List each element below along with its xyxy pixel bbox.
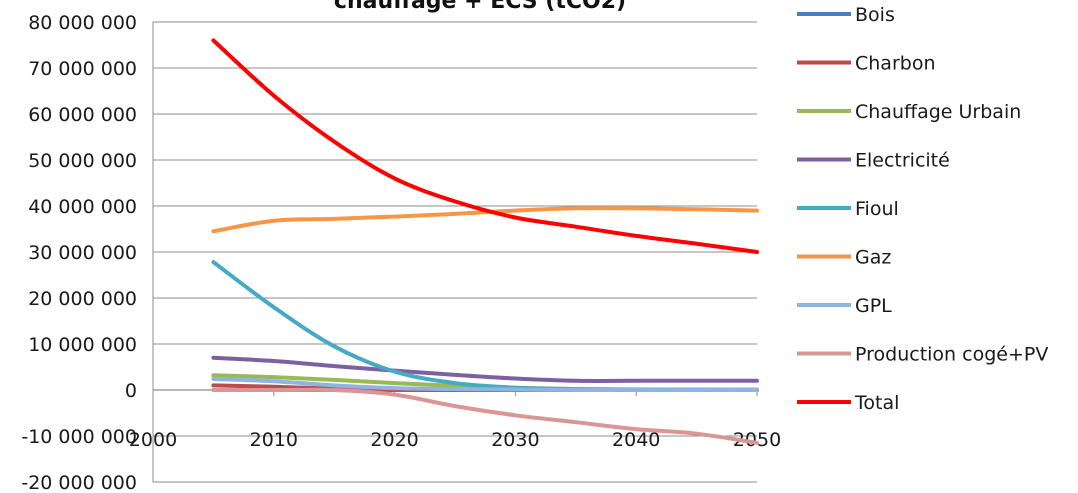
legend-label-total: Total <box>854 392 899 414</box>
y-tick-label: 10 000 000 <box>28 334 137 356</box>
x-tick-label: 2050 <box>733 429 781 451</box>
legend: Bois Charbon Chauffage Urbain Electricité Fi… <box>797 4 1048 414</box>
y-tick-label: -20 000 000 <box>21 472 137 493</box>
legend-label-bois: Bois <box>855 4 895 26</box>
series-line-fioul <box>211 260 759 392</box>
gridlines <box>152 21 758 483</box>
legend-label-fioul: Fioul <box>855 198 899 220</box>
legend-label-electricit: Electricité <box>855 150 950 172</box>
series-line-electricit <box>211 355 759 383</box>
series-line-total <box>211 38 759 254</box>
x-axis-tick-labels: 2000 2010 2020 2030 2040 2050 <box>129 429 781 451</box>
y-tick-label: 60 000 000 <box>28 104 137 126</box>
legend-label-gpl: GPL <box>855 295 892 317</box>
series-line-gpl <box>211 376 759 393</box>
y-tick-label: 20 000 000 <box>28 288 137 310</box>
legend-label-production-cog-pv: Production cogé+PV <box>855 344 1048 366</box>
x-tick-label: 2010 <box>250 429 298 451</box>
y-axis-tick-labels: 80 000 000 70 000 000 60 000 000 50 000 000… <box>21 12 137 493</box>
y-tick-label: 70 000 000 <box>28 58 137 80</box>
chart-title: chauffage + ECS (tCO2) <box>334 0 626 14</box>
series-lines <box>211 38 759 445</box>
y-tick-label: -10 000 000 <box>21 426 137 448</box>
legend-label-gaz: Gaz <box>855 247 891 269</box>
x-tick-label: 2030 <box>491 429 539 451</box>
series-line-production-cog-pv <box>211 387 759 445</box>
y-tick-label: 30 000 000 <box>28 242 137 264</box>
x-tick-label: 2020 <box>370 429 418 451</box>
x-tick-label: 2040 <box>612 429 660 451</box>
y-tick-label: 40 000 000 <box>28 196 137 218</box>
legend-label-charbon: Charbon <box>855 53 936 75</box>
y-tick-label: 50 000 000 <box>28 150 137 172</box>
y-tick-label: 0 <box>125 380 137 402</box>
y-tick-label: 80 000 000 <box>28 12 137 34</box>
legend-label-chauffage-urbain: Chauffage Urbain <box>855 101 1021 123</box>
x-tick-label: 2000 <box>129 429 177 451</box>
